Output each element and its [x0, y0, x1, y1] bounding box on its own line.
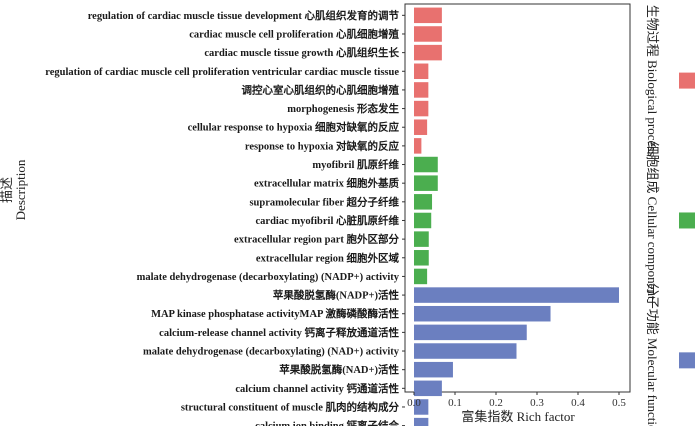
bar: [414, 119, 428, 135]
y-axis-title: 描述 Description: [0, 159, 28, 220]
bar: [414, 324, 527, 341]
bar: [414, 156, 438, 173]
y-axis-title-line-2: Description: [13, 159, 28, 220]
bar: [414, 63, 429, 80]
bar: [414, 100, 429, 117]
x-axis-title: 富集指数 Rich factor: [461, 409, 575, 424]
bar: [414, 194, 433, 210]
category-label: MAP kinase phosphatase activityMAP 激酶磷酸酶…: [151, 307, 399, 320]
legend-key: [679, 72, 695, 89]
bar: [414, 399, 429, 415]
category-label: calcium ion binding 钙离子结合: [255, 419, 399, 426]
bar: [414, 343, 517, 359]
x-axis-ticks: 0.0 0.1 0.2 0.3 0.4 0.5: [407, 392, 626, 409]
bar: [414, 26, 442, 42]
category-label: myofibril 肌原纤维: [312, 158, 399, 171]
x-tick-label: 0.4: [571, 397, 585, 409]
legend-key: [679, 352, 695, 369]
legend-key: [679, 212, 695, 229]
legend-label: 生物过程 Biological process: [645, 5, 660, 157]
category-label: calcium channel activity 钙通道活性: [235, 382, 399, 395]
category-labels: regulation of cardiac muscle tissue deve…: [45, 9, 405, 426]
category-label: cardiac myofibril 心脏肌原纤维: [256, 214, 400, 227]
bar: [414, 250, 429, 266]
category-label: cellular response to hypoxia 细胞对缺氧的反应: [188, 121, 400, 134]
x-tick-label: 0.0: [407, 397, 421, 409]
category-label: 调控心室心肌组织的心肌细胞增殖: [242, 83, 400, 96]
category-label: extracellular region 细胞外区域: [256, 251, 400, 264]
category-label: regulation of cardiac muscle tissue deve…: [88, 9, 400, 22]
bar: [414, 287, 619, 303]
bar: [414, 361, 453, 378]
category-label: extracellular matrix 细胞外基质: [254, 177, 400, 190]
bar: [414, 175, 438, 191]
category-label: 苹果酸脱氢酶(NADP+)活性: [273, 289, 400, 302]
category-label: extracellular region part 胞外区部分: [234, 233, 399, 246]
x-tick-label: 0.5: [612, 397, 626, 409]
category-label: 苹果酸脱氢酶(NAD+)活性: [279, 363, 399, 376]
category-label: cardiac muscle tissue growth 心肌组织生长: [204, 46, 399, 59]
category-label: malate dehydrogenase (decarboxylating) (…: [143, 347, 400, 358]
bar: [414, 44, 442, 61]
bar: [414, 268, 428, 285]
category-label: morphogenesis 形态发生: [287, 102, 399, 115]
bars: [414, 7, 619, 426]
x-tick-label: 0.2: [489, 397, 503, 409]
category-label: calcium-release channel activity 钙离子释放通道…: [159, 326, 399, 339]
bar: [414, 231, 429, 247]
bar: [414, 82, 429, 98]
category-label: supramolecular fiber 超分子纤维: [249, 195, 399, 208]
category-label: response to hypoxia 对缺氧的反应: [245, 139, 400, 152]
bar: [414, 7, 442, 24]
bar: [414, 138, 422, 154]
category-label: malate dehydrogenase (decarboxylating) (…: [137, 272, 400, 283]
y-axis-title-line-1: 描述: [0, 177, 14, 203]
category-label: structural constituent of muscle 肌肉的结构成分: [181, 400, 400, 413]
x-tick-label: 0.1: [448, 397, 462, 409]
legend-label: 细胞组成 Cellular component: [645, 141, 660, 300]
bar: [414, 212, 432, 229]
legend-label: 分子功能 Molecular function: [645, 283, 660, 426]
category-label: regulation of cardiac muscle cell prolif…: [45, 67, 399, 78]
bar: [414, 305, 551, 322]
bar: [414, 417, 429, 426]
x-tick-label: 0.3: [530, 397, 544, 409]
bar: [414, 380, 442, 397]
category-label: cardiac muscle cell proliferation 心肌细胞增殖: [189, 27, 399, 40]
